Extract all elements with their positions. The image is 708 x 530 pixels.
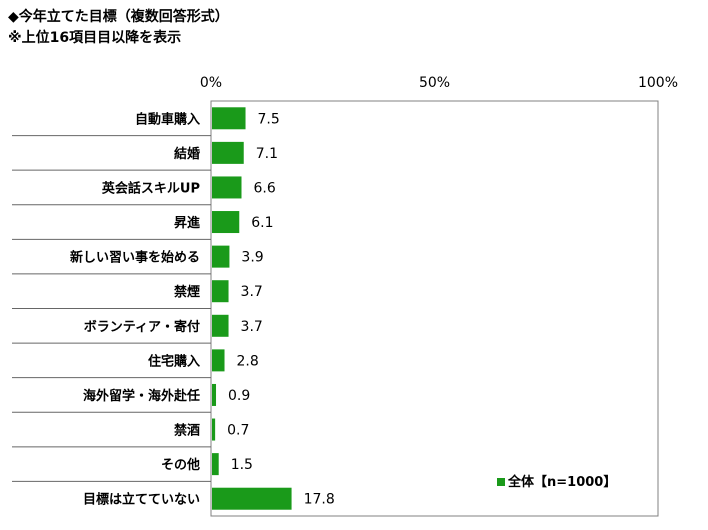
value-label: 0.9 xyxy=(228,388,250,404)
x-tick-label: 100% xyxy=(638,75,678,91)
bar xyxy=(212,314,229,337)
value-label: 7.1 xyxy=(256,146,278,162)
category-label: 住宅購入 xyxy=(148,353,200,369)
plot-frame xyxy=(210,100,659,517)
value-label: 6.6 xyxy=(254,180,276,196)
legend-swatch xyxy=(497,478,505,486)
bar xyxy=(212,211,240,234)
x-tick-label: 50% xyxy=(419,75,450,91)
category-label: ボランティア・寄付 xyxy=(84,319,200,335)
value-label: 6.1 xyxy=(251,215,273,231)
value-label: 3.9 xyxy=(241,250,263,266)
bar xyxy=(212,141,244,164)
bar xyxy=(212,418,216,441)
category-label: 英会話スキルUP xyxy=(101,180,200,196)
legend-label: 全体【n=1000】 xyxy=(507,474,616,490)
value-label: 1.5 xyxy=(231,457,253,473)
value-label: 17.8 xyxy=(304,492,335,508)
bar xyxy=(212,280,229,303)
bar xyxy=(212,176,242,199)
value-label: 2.8 xyxy=(237,353,259,369)
category-label: 結婚 xyxy=(174,146,200,162)
value-label: 3.7 xyxy=(241,284,263,300)
bar xyxy=(212,107,246,130)
category-label: 海外留学・海外赴任 xyxy=(83,388,200,404)
category-label: 禁酒 xyxy=(174,423,200,439)
category-label: 禁煙 xyxy=(174,284,200,300)
category-label: 新しい習い事を始める xyxy=(70,250,200,266)
value-label: 3.7 xyxy=(241,319,263,335)
category-label: その他 xyxy=(161,457,200,473)
bar xyxy=(212,245,230,268)
category-label: 目標は立てていない xyxy=(83,492,200,508)
x-tick-label: 0% xyxy=(200,75,222,91)
bar xyxy=(212,487,292,510)
category-label: 自動車購入 xyxy=(135,111,200,127)
value-label: 7.5 xyxy=(258,111,280,127)
chart-subtitle: ※上位16項目目以降を表示 xyxy=(8,30,182,46)
chart-title: ◆今年立てた目標（複数回答形式） xyxy=(8,9,229,25)
bar xyxy=(212,453,219,476)
bar xyxy=(212,383,217,406)
value-label: 0.7 xyxy=(227,423,249,439)
category-label: 昇進 xyxy=(174,215,200,231)
bar xyxy=(212,349,225,372)
